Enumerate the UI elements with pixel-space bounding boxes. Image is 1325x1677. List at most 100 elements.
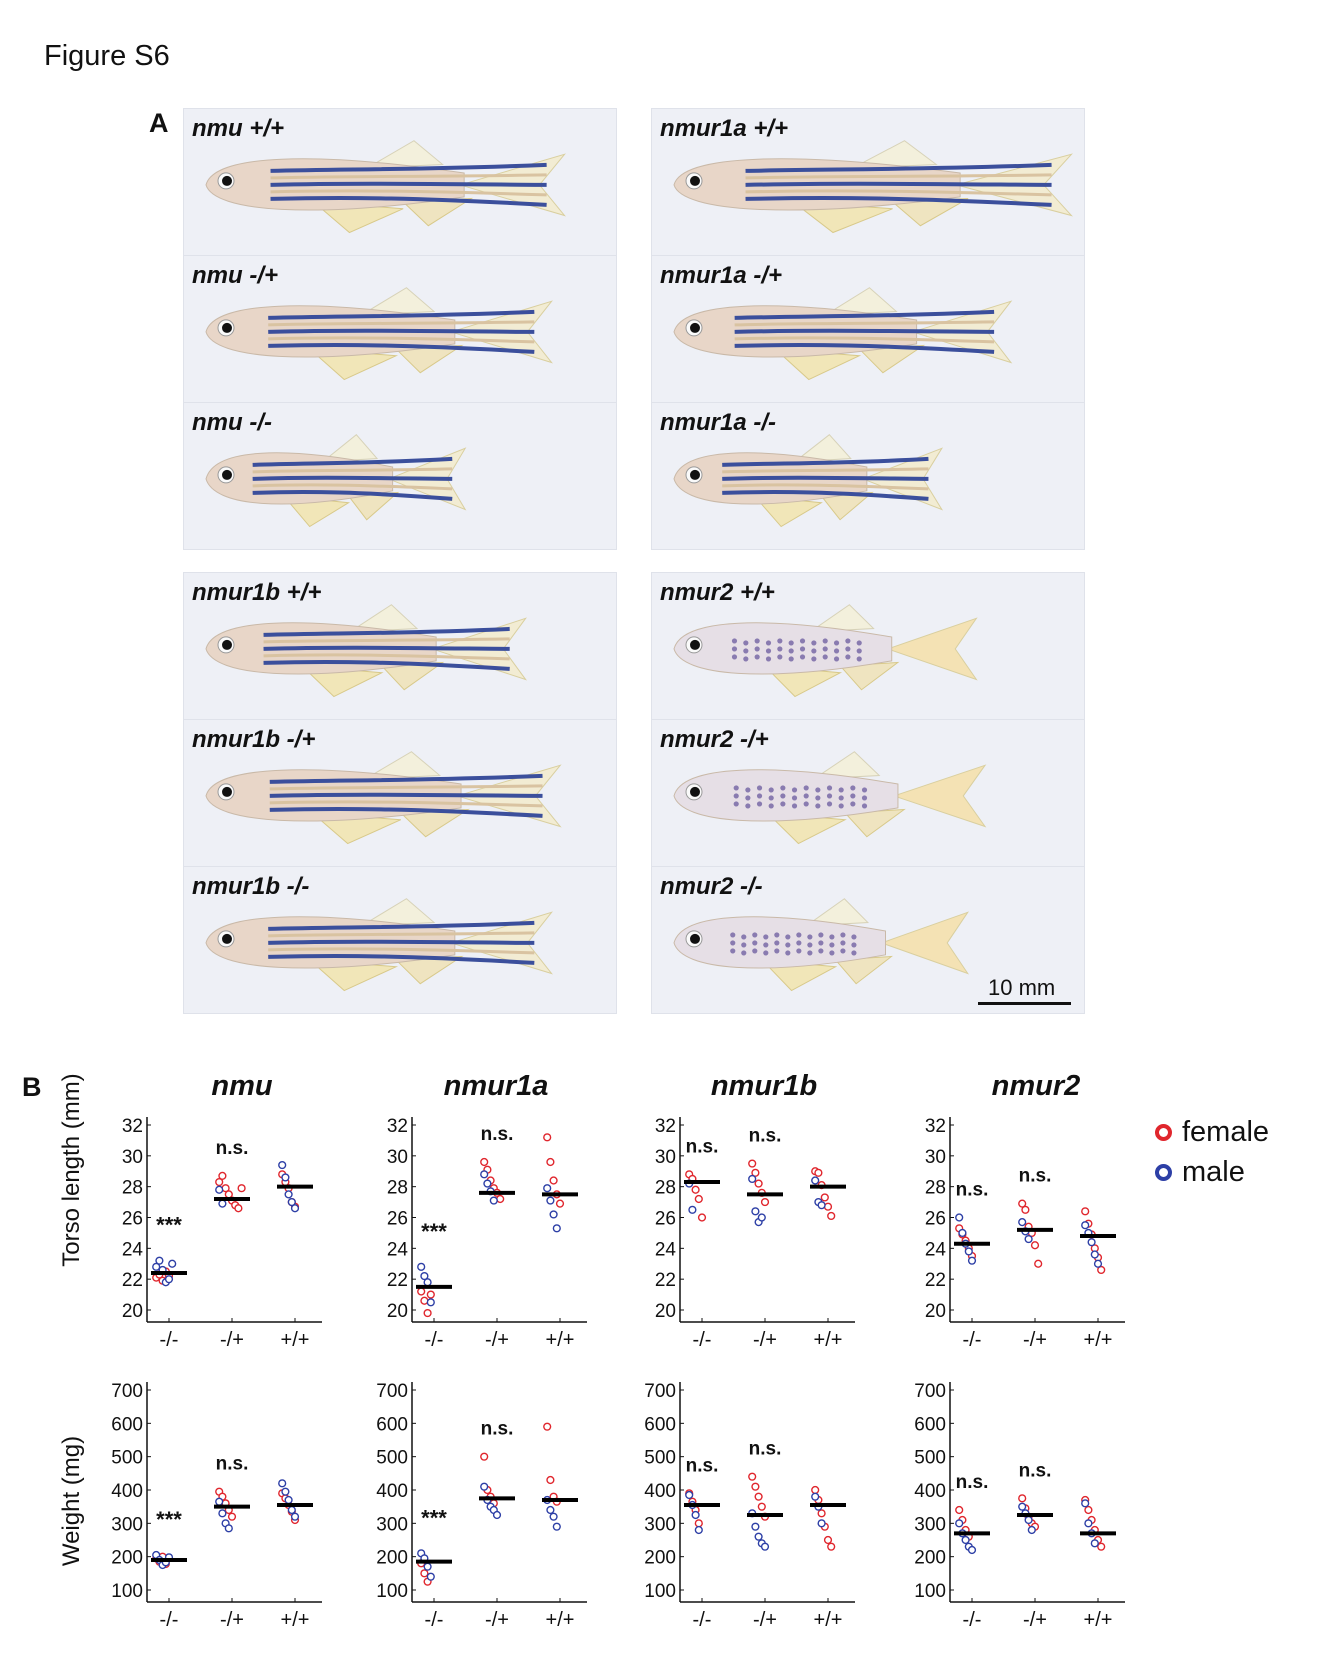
fish-illustration [205, 898, 553, 992]
significance-annotation: n.s. [749, 1126, 782, 1147]
gene-header: nmu [211, 1070, 273, 1102]
y-tick-label: 28 [655, 1178, 676, 1199]
x-tick-label: -/- [693, 1609, 712, 1631]
gene-header: nmur2 [991, 1070, 1081, 1102]
male-point [751, 1207, 760, 1216]
y-tick-label: 32 [655, 1116, 676, 1137]
y-tick-label: 22 [122, 1270, 143, 1291]
female-point [1021, 1205, 1030, 1214]
female-point [555, 1199, 565, 1208]
male-point [423, 1562, 432, 1571]
x-tick-label: -/+ [485, 1329, 509, 1351]
female-point [1081, 1207, 1090, 1216]
male-point [164, 1275, 174, 1284]
female-point [420, 1296, 429, 1305]
fish-photo: nmur1b +/+ [183, 572, 617, 720]
male-point [543, 1184, 552, 1193]
y-tick-label: 500 [644, 1448, 676, 1469]
female-point [757, 1502, 766, 1511]
fish-illustration [673, 898, 970, 992]
genotype-label: nmur2 -/+ [660, 726, 769, 753]
y-tick-label: 22 [387, 1270, 408, 1291]
female-point [748, 1472, 757, 1481]
y-tick-label: 24 [925, 1239, 947, 1260]
male-point [224, 1524, 233, 1533]
genotype-label: nmur1a -/+ [660, 262, 783, 289]
y-tick-label: 400 [111, 1481, 143, 1502]
male-point [489, 1196, 498, 1205]
y-tick-label: 26 [655, 1209, 676, 1230]
y-tick-label: 200 [376, 1548, 408, 1569]
fish-photo: nmur1a -/+ [651, 255, 1085, 403]
fish-photo: nmur1a +/+ [651, 108, 1085, 256]
y-tick-label: 200 [914, 1548, 946, 1569]
significance-annotation: n.s. [749, 1439, 782, 1460]
female-point [543, 1133, 552, 1142]
scale-bar-label: 10 mm [988, 975, 1056, 1000]
y-tick-label: 700 [376, 1381, 408, 1402]
male-point [1090, 1539, 1099, 1548]
genotype-label: nmu +/+ [192, 115, 285, 142]
male-point [426, 1298, 435, 1307]
fish-photo: nmur2 -/- [651, 866, 1085, 1014]
fish-photo: nmur2 +/+ [651, 572, 1085, 720]
y-axis-label-weight: Weight (mg) [58, 1435, 85, 1567]
significance-annotation: n.s. [686, 1136, 719, 1157]
male-point [423, 1278, 432, 1287]
x-tick-label: +/+ [814, 1609, 843, 1631]
x-tick-label: +/+ [814, 1329, 843, 1351]
genotype-label: nmu -/- [192, 409, 272, 436]
male-point [1018, 1218, 1027, 1227]
male-point [964, 1247, 973, 1256]
significance-annotation: *** [421, 1219, 447, 1244]
scatter-plot: 100 200 300 400 500 600 700 -/- -/+ +/+ *** n.s. [111, 1381, 322, 1631]
y-tick-label: 700 [644, 1381, 676, 1402]
genotype-label: nmur1a +/+ [660, 115, 789, 142]
y-tick-label: 600 [644, 1414, 676, 1435]
female-point [546, 1157, 555, 1167]
male-point [751, 1522, 760, 1531]
y-tick-label: 28 [122, 1178, 143, 1199]
panel-a-label: A [149, 108, 169, 138]
male-point [483, 1179, 492, 1188]
fish-illustration [673, 604, 978, 698]
male-point [1027, 1525, 1036, 1535]
x-tick-label: -/+ [220, 1609, 244, 1631]
female-point [817, 1509, 826, 1518]
female-point [218, 1171, 227, 1180]
female-point [694, 1519, 703, 1528]
male-point [1018, 1502, 1027, 1511]
female-point [215, 1177, 224, 1187]
male-point [1084, 1519, 1093, 1528]
female-point [827, 1211, 836, 1221]
y-tick-label: 32 [387, 1116, 408, 1137]
x-tick-label: -/- [963, 1329, 982, 1351]
male-point [967, 1256, 977, 1265]
male-point [218, 1199, 227, 1208]
scatter-plot: 100 200 300 400 500 600 700 -/- -/+ +/+ *** n.s. [376, 1381, 587, 1631]
male-point [955, 1519, 964, 1528]
y-tick-label: 20 [925, 1301, 946, 1322]
y-tick-label: 24 [387, 1239, 409, 1260]
y-tick-label: 20 [122, 1301, 143, 1322]
male-point [215, 1497, 224, 1506]
male-point [757, 1213, 766, 1222]
y-tick-label: 30 [655, 1147, 676, 1168]
fish-illustration [673, 140, 1073, 234]
genotype-label: nmur2 +/+ [660, 579, 775, 606]
scatter-plot: 20 22 24 26 28 30 32 -/- -/+ +/+ *** n.s. [387, 1116, 587, 1351]
fish-photo: nmu -/- [183, 402, 617, 550]
legend-male-marker [1155, 1164, 1172, 1181]
fish-photo: nmu +/+ [183, 108, 617, 256]
male-point [281, 1173, 290, 1182]
female-point [227, 1512, 237, 1521]
male-point [1024, 1234, 1033, 1244]
male-point [281, 1487, 290, 1496]
legend-female-label: female [1182, 1116, 1270, 1148]
y-axis-label-torso: Torso length (mm) [58, 1073, 85, 1267]
female-point [423, 1308, 432, 1318]
female-point [480, 1157, 489, 1167]
male-point [290, 1204, 300, 1213]
x-tick-label: -/- [425, 1329, 444, 1351]
y-tick-label: 26 [925, 1209, 946, 1230]
